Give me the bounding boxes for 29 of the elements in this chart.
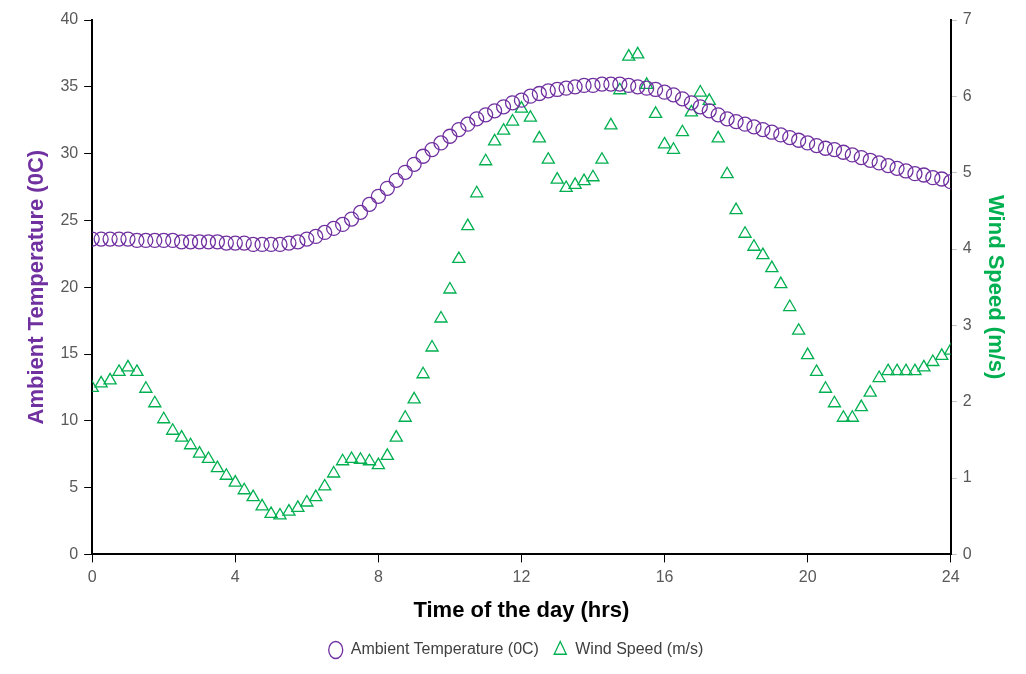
y-tick-label: 10 — [60, 411, 79, 429]
y-tick-label: 25 — [60, 210, 79, 228]
x-tick-label: 16 — [655, 568, 674, 586]
x-tick-label: 0 — [87, 568, 97, 586]
y-tick-label: 15 — [60, 344, 79, 362]
x-tick-label: 20 — [798, 568, 817, 586]
y2-tick-label: 2 — [962, 392, 972, 410]
y-tick-label: 40 — [60, 10, 79, 28]
y2-tick-label: 3 — [962, 315, 972, 333]
y2-tick-label: 5 — [962, 163, 972, 181]
y2-tick-label: 6 — [962, 86, 972, 104]
legend-label: Ambient Temperature (0C) — [350, 640, 539, 658]
y2-axis-title: Wind Speed (m/s) — [983, 195, 1009, 380]
y-tick-label: 35 — [60, 77, 79, 95]
x-tick-label: 24 — [941, 568, 960, 586]
y-tick-label: 30 — [60, 144, 79, 162]
legend-label: Wind Speed (m/s) — [575, 640, 704, 658]
y-tick-label: 20 — [60, 277, 79, 295]
y-axis-title: Ambient Temperature (0C) — [23, 149, 49, 425]
x-tick-label: 4 — [230, 568, 240, 586]
y-tick-label: 5 — [69, 478, 79, 496]
x-tick-label: 12 — [512, 568, 531, 586]
y2-tick-label: 7 — [962, 10, 972, 28]
y2-tick-label: 1 — [962, 468, 972, 486]
y2-tick-label: 0 — [962, 544, 972, 562]
x-axis-title: Time of the day (hrs) — [413, 596, 630, 622]
x-tick-label: 8 — [373, 568, 383, 586]
y2-tick-label: 4 — [962, 239, 972, 257]
y-tick-label: 0 — [69, 544, 79, 562]
